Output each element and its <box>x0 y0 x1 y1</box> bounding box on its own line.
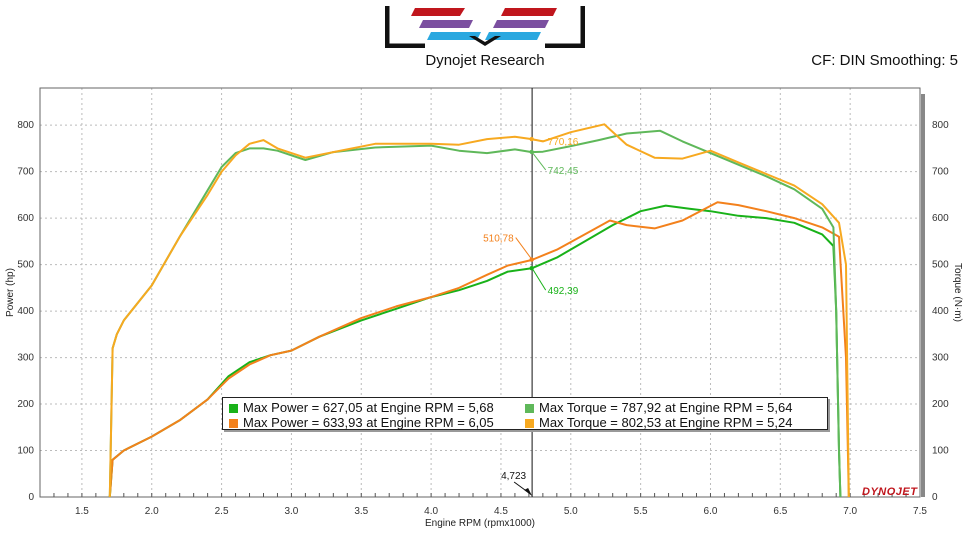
x-axis-label: Engine RPM (rpmx1000) <box>425 518 535 529</box>
legend-swatch <box>229 419 238 429</box>
annotations: 770,16 742,45 510,78 492,39 <box>483 136 579 297</box>
y-left-axis-label: Power (hp) <box>5 268 16 317</box>
annotation-marker <box>529 257 534 262</box>
annotation-leader <box>515 237 534 261</box>
y-right-tick-label: 600 <box>932 213 949 224</box>
y-right-tick-label: 100 <box>932 446 949 457</box>
legend-entry: Max Torque = 787,92 at Engine RPM = 5,64 <box>525 400 792 415</box>
x-tick-label: 7.5 <box>913 506 927 517</box>
axes: 1.5 2.0 2.5 3.0 3.5 4.0 4.5 5.0 5.5 6.0 6.5 7.0 7.5 0… <box>17 87 949 517</box>
y-left-tick-label: 200 <box>17 399 34 410</box>
y-right-tick-label: 500 <box>932 260 949 271</box>
y-left-tick-label: 700 <box>17 167 34 178</box>
legend-text: Max Power = 627,05 at Engine RPM = 5,68 <box>243 400 494 415</box>
chart-subtitle: Dynojet Research <box>425 52 545 69</box>
y-left-tick-label: 500 <box>17 260 34 271</box>
y-left-tick-label: 600 <box>17 213 34 224</box>
series-line-3 <box>108 129 842 498</box>
cursor-arrowhead <box>524 488 533 496</box>
x-tick-label: 1.5 <box>75 506 89 517</box>
y-right-tick-label: 800 <box>932 120 949 131</box>
y-right-tick-label: 400 <box>932 306 949 317</box>
annotation-leader <box>532 152 547 171</box>
y-right-tick-label: 0 <box>932 492 938 503</box>
legend-swatch <box>525 404 534 414</box>
y-right-tick-label: 200 <box>932 399 949 410</box>
y-right-tick-label: 700 <box>932 167 949 178</box>
plot-frame <box>39 87 921 498</box>
annotation-label: 770,16 <box>548 137 579 148</box>
annotation-marker <box>529 136 534 142</box>
legend-entry: Max Power = 633,93 at Engine RPM = 6,05 <box>229 415 494 430</box>
series-line-4 <box>108 123 850 498</box>
y-right-tick-label: 300 <box>932 353 949 364</box>
annotation-marker <box>529 149 534 155</box>
cursor-value-label: 4,723 <box>501 471 526 482</box>
y-left-tick-label: 100 <box>17 446 34 457</box>
x-tick-label: 5.0 <box>564 506 578 517</box>
annotation-label: 742,45 <box>548 166 579 177</box>
legend-entry: Max Torque = 802,53 at Engine RPM = 5,24 <box>525 415 792 430</box>
y-left-tick-label: 800 <box>17 120 34 131</box>
x-tick-label: 2.5 <box>215 506 229 517</box>
legend-swatch <box>229 404 238 414</box>
annotation-label: 510,78 <box>483 234 514 245</box>
correction-info: CF: DIN Smoothing: 5 <box>811 52 958 69</box>
legend: Max Power = 627,05 at Engine RPM = 5,68 … <box>222 397 828 430</box>
right-axis-strip <box>921 94 925 497</box>
x-tick-label: 4.5 <box>494 506 508 517</box>
legend-entry: Max Power = 627,05 at Engine RPM = 5,68 <box>229 400 494 415</box>
grid <box>40 88 921 498</box>
series-line-2 <box>108 201 850 498</box>
series-group <box>108 123 850 498</box>
x-tick-label: 3.5 <box>354 506 368 517</box>
level-logo <box>385 6 585 48</box>
dynojet-watermark: DYNOJET <box>862 486 918 498</box>
y-right-axis-label: Torque (N·m) <box>952 263 963 322</box>
x-tick-label: 3.0 <box>284 506 298 517</box>
legend-swatch <box>525 419 534 429</box>
x-tick-label: 6.0 <box>704 506 718 517</box>
annotation-label: 492,39 <box>548 286 579 297</box>
annotation-leader <box>532 268 547 291</box>
annotation-marker <box>529 265 534 271</box>
y-left-tick-label: 0 <box>28 492 34 503</box>
series-line-1 <box>108 204 842 498</box>
legend-text: Max Torque = 787,92 at Engine RPM = 5,64 <box>539 400 793 415</box>
x-tick-label: 7.0 <box>843 506 857 517</box>
y-left-tick-label: 400 <box>17 306 34 317</box>
legend-text: Max Power = 633,93 at Engine RPM = 6,05 <box>243 415 494 430</box>
x-tick-label: 5.5 <box>634 506 648 517</box>
x-tick-label: 2.0 <box>145 506 159 517</box>
legend-text: Max Torque = 802,53 at Engine RPM = 5,24 <box>539 415 793 430</box>
x-tick-label: 4.0 <box>424 506 438 517</box>
annotation-leader <box>532 139 546 142</box>
x-tick-label: 6.5 <box>773 506 787 517</box>
y-left-tick-label: 300 <box>17 353 34 364</box>
